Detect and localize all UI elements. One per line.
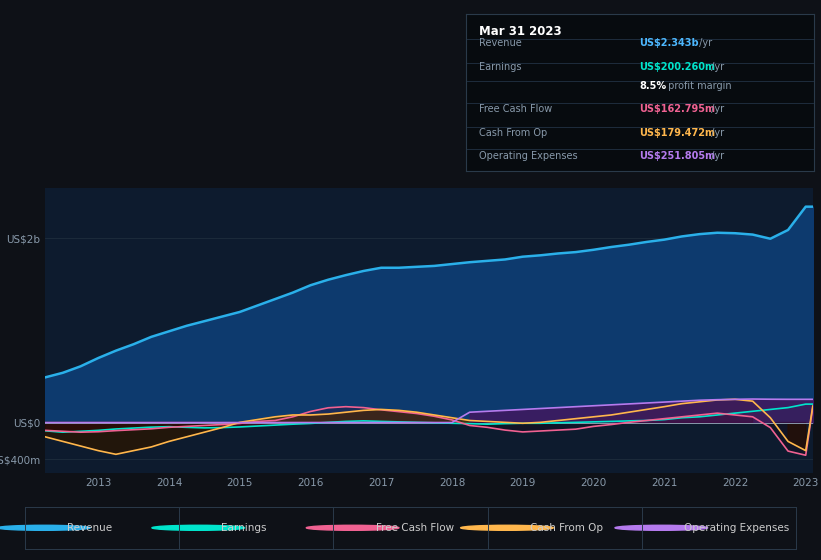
Text: Free Cash Flow: Free Cash Flow [376, 523, 454, 533]
Circle shape [152, 525, 245, 530]
Text: Revenue: Revenue [479, 39, 522, 49]
Text: US$200.260m: US$200.260m [640, 62, 716, 72]
Circle shape [0, 525, 90, 530]
Text: /yr: /yr [709, 104, 725, 114]
Text: profit margin: profit margin [665, 81, 732, 91]
Circle shape [461, 525, 553, 530]
Text: Mar 31 2023: Mar 31 2023 [479, 25, 562, 38]
Text: Cash From Op: Cash From Op [479, 128, 548, 138]
Text: Operating Expenses: Operating Expenses [685, 523, 790, 533]
Text: Earnings: Earnings [222, 523, 267, 533]
Text: Earnings: Earnings [479, 62, 522, 72]
Text: Free Cash Flow: Free Cash Flow [479, 104, 553, 114]
Text: US$251.805m: US$251.805m [640, 151, 716, 161]
Text: Cash From Op: Cash From Op [530, 523, 603, 533]
Text: 8.5%: 8.5% [640, 81, 667, 91]
Text: US$2.343b: US$2.343b [640, 39, 699, 49]
Text: /yr: /yr [709, 62, 725, 72]
Text: US$179.472m: US$179.472m [640, 128, 716, 138]
Text: Operating Expenses: Operating Expenses [479, 151, 578, 161]
Text: US$162.795m: US$162.795m [640, 104, 716, 114]
Text: /yr: /yr [709, 128, 725, 138]
Text: /yr: /yr [696, 39, 712, 49]
Text: /yr: /yr [709, 151, 725, 161]
Circle shape [306, 525, 399, 530]
Text: Revenue: Revenue [67, 523, 112, 533]
Circle shape [615, 525, 708, 530]
